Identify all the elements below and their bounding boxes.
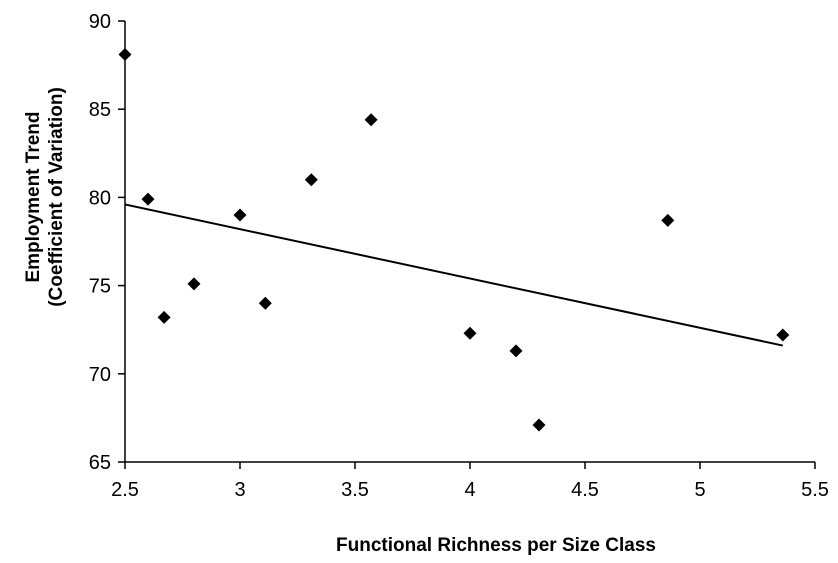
trendline <box>124 203 784 347</box>
trendline-group <box>124 203 784 347</box>
y-tick-label: 85 <box>89 99 111 121</box>
data-point <box>364 113 378 127</box>
x-tick-label: 2.5 <box>111 479 139 501</box>
y-tick-label: 80 <box>89 187 111 209</box>
x-tick-label: 3 <box>234 479 245 501</box>
y-tick-label: 90 <box>89 11 111 33</box>
data-point <box>532 418 546 432</box>
y-tick-label: 70 <box>89 364 111 386</box>
y-tick-label: 65 <box>89 452 111 474</box>
data-point <box>776 328 790 342</box>
y-axis-title-line-2: (Coefficient of Variation) <box>46 87 67 307</box>
data-point <box>187 277 201 291</box>
data-point <box>463 326 477 340</box>
data-point <box>661 213 675 227</box>
x-tick-label: 4 <box>464 479 475 501</box>
data-point <box>233 208 247 222</box>
x-tick-label: 4.5 <box>571 479 599 501</box>
x-axis-title: Functional Richness per Size Class <box>336 535 656 556</box>
y-axis-title: Employment Trend (Coefficient of Variati… <box>23 87 67 307</box>
data-point <box>258 296 272 310</box>
y-axis: 65 70 75 80 85 90 <box>89 11 126 474</box>
y-axis-title-line-1: Employment Trend <box>23 111 44 282</box>
data-point <box>141 192 155 206</box>
data-points <box>118 48 790 432</box>
x-tick-label: 5 <box>694 479 705 501</box>
y-tick-label: 75 <box>89 276 111 298</box>
data-point <box>118 48 132 62</box>
x-tick-label: 3.5 <box>341 479 369 501</box>
data-point <box>509 344 523 358</box>
data-point <box>304 173 318 187</box>
x-axis: 2.5 3 3.5 4 4.5 5 5.5 <box>111 461 829 501</box>
data-point <box>157 310 171 324</box>
x-tick-label: 5.5 <box>801 479 829 501</box>
